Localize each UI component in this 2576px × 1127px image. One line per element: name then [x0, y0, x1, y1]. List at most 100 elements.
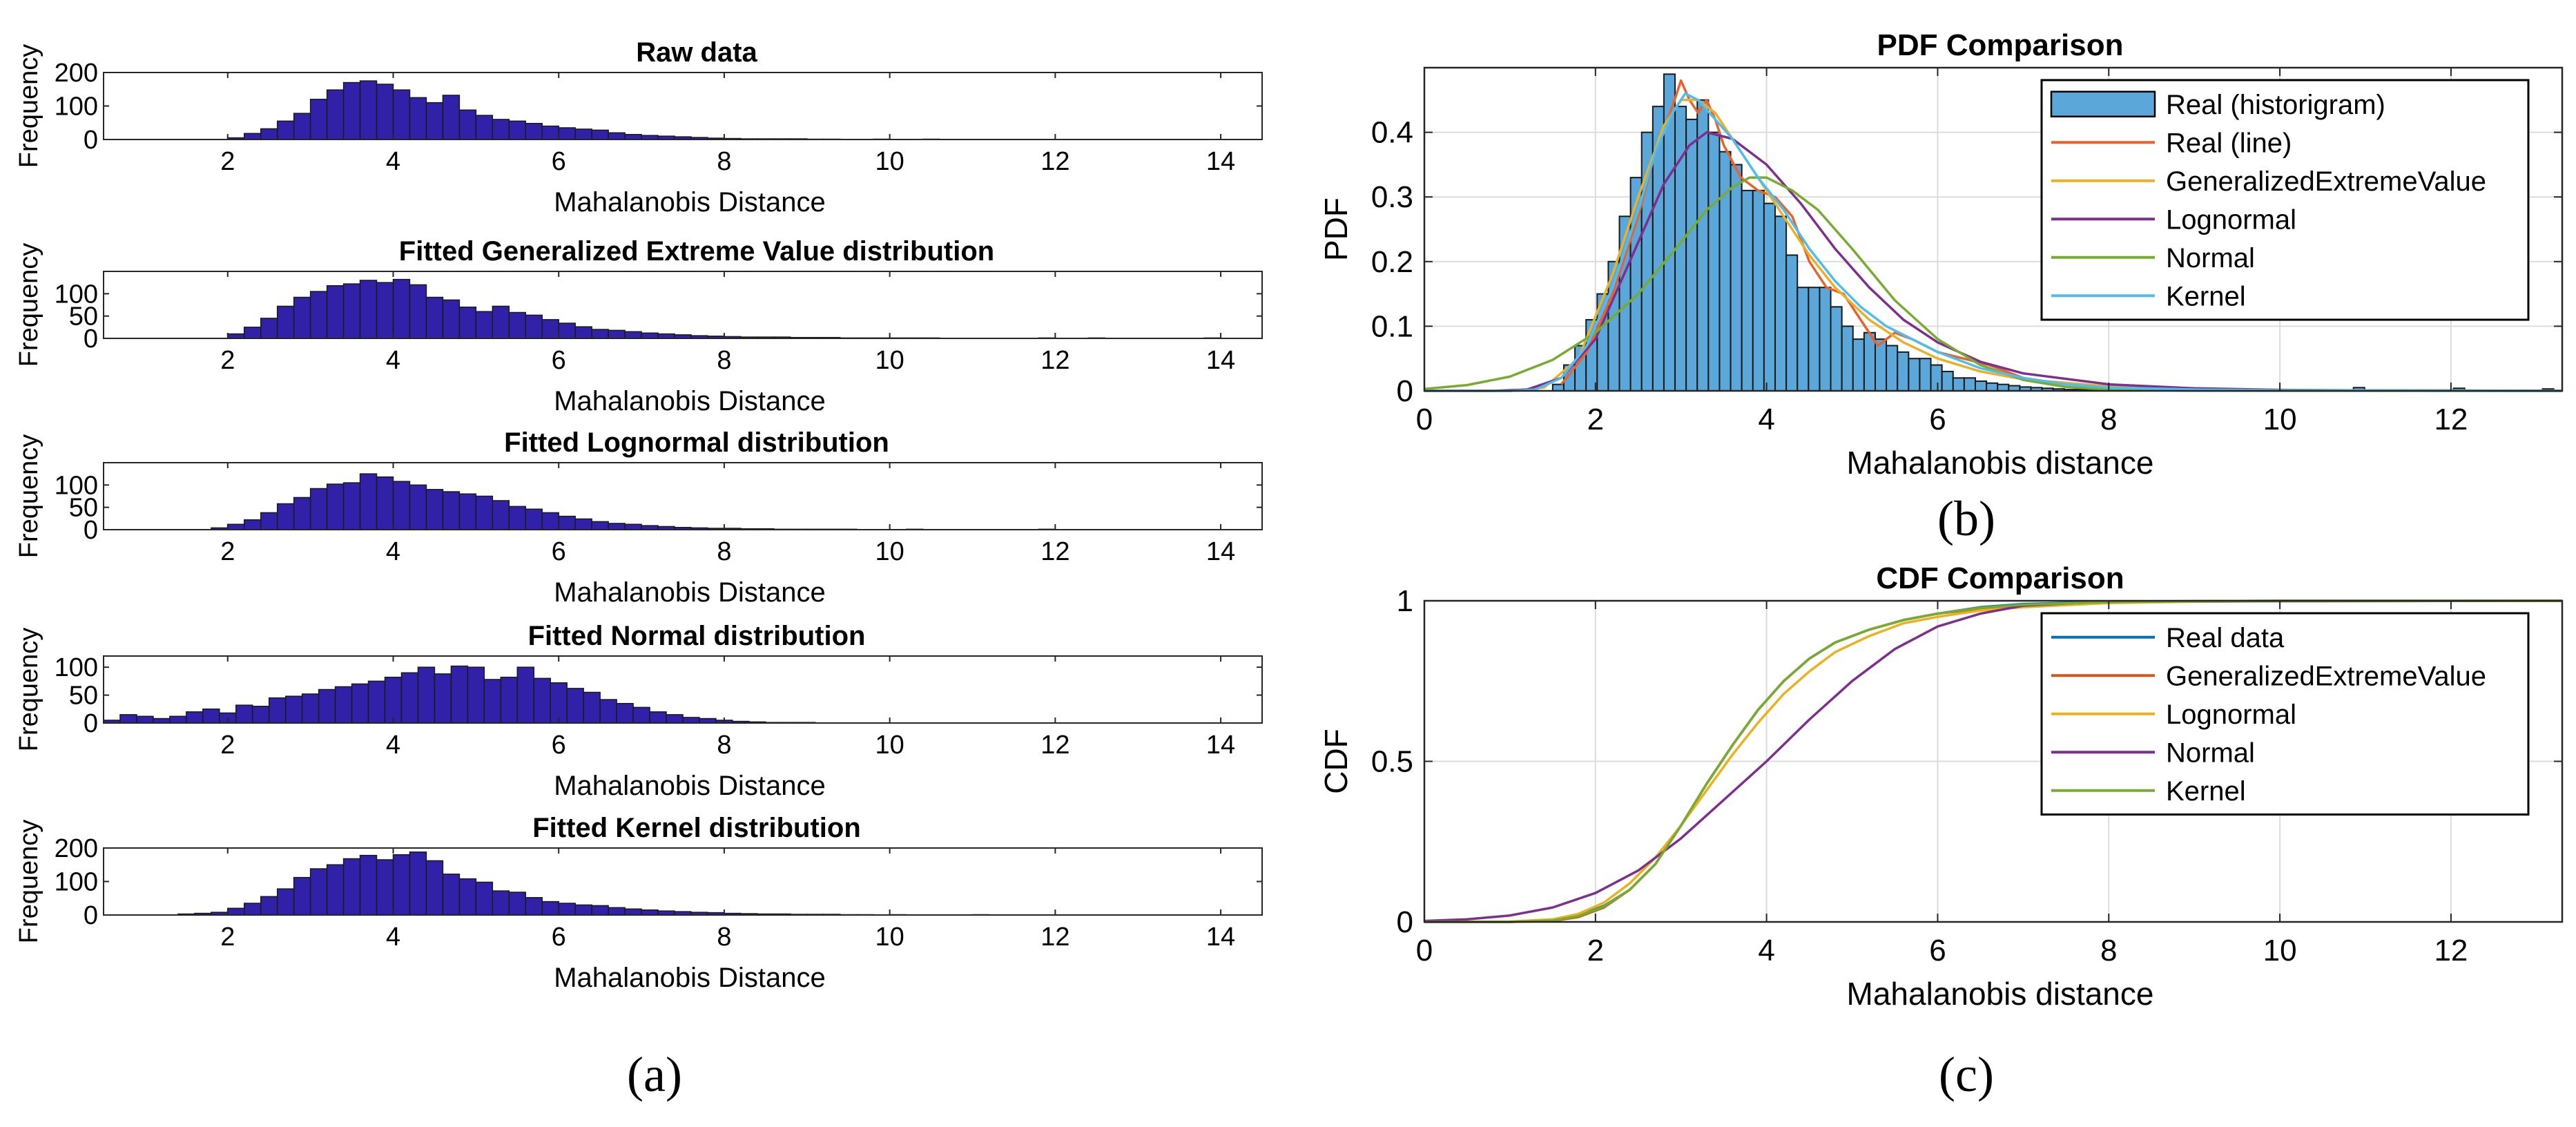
bar	[376, 476, 394, 530]
series-line-kernel	[1424, 599, 2562, 923]
bar	[682, 717, 700, 724]
bar	[525, 122, 543, 140]
bar	[641, 909, 659, 916]
bar	[624, 908, 642, 916]
bar	[591, 329, 609, 339]
bar	[260, 896, 278, 916]
bar	[475, 495, 494, 530]
y-tick-label: 0.1	[1371, 309, 1413, 343]
bar	[276, 120, 295, 140]
bar	[276, 888, 295, 916]
bar	[608, 329, 626, 339]
legend-label: Kernel	[2166, 776, 2246, 807]
bar	[309, 488, 328, 530]
bar	[367, 680, 386, 724]
x-tick-label: 4	[1758, 934, 1774, 967]
bar	[268, 697, 287, 724]
x-tick-label: 8	[2100, 934, 2117, 967]
y-axis-label: CDF	[1318, 729, 1354, 794]
bar	[309, 868, 328, 916]
x-axis-label: Mahalanobis Distance	[554, 187, 826, 218]
bar	[342, 858, 361, 916]
histogram-bar	[1741, 189, 1754, 392]
bar	[136, 715, 154, 724]
x-tick-label: 2	[1587, 934, 1604, 967]
y-tick-label: 0	[84, 325, 98, 354]
bar	[442, 874, 461, 916]
bar	[392, 278, 411, 339]
y-tick-label: 0.2	[1371, 245, 1413, 279]
y-tick-label: 200	[55, 59, 98, 88]
bar	[309, 291, 328, 339]
bar	[475, 881, 494, 916]
histogram-bar	[1718, 151, 1732, 392]
y-tick-label: 1	[1397, 584, 1413, 618]
bar	[425, 860, 444, 916]
bar	[417, 666, 436, 724]
caption-b: (b)	[1937, 491, 1995, 546]
x-tick-label: 10	[875, 731, 904, 760]
x-tick-label: 10	[875, 537, 904, 566]
bar	[541, 125, 559, 140]
x-tick-label: 6	[552, 537, 566, 566]
bar	[574, 518, 592, 530]
bar	[244, 133, 262, 140]
bar	[376, 282, 394, 339]
bar	[583, 691, 601, 724]
series-line-kernel	[1424, 92, 2563, 392]
legend-label: Real (line)	[2166, 128, 2292, 158]
bar	[376, 84, 394, 140]
bar-series	[227, 80, 940, 140]
y-tick-label: 0.4	[1371, 116, 1413, 150]
bar	[409, 851, 427, 916]
x-tick-label: 6	[1929, 403, 1946, 436]
y-tick-label: 50	[69, 302, 98, 331]
histogram-bar	[1963, 377, 1976, 392]
histogram-bar	[1919, 358, 1932, 392]
bar	[359, 280, 378, 339]
x-tick-label: 4	[386, 923, 400, 952]
histogram-bar	[1830, 306, 1843, 392]
x-tick-label: 6	[1929, 934, 1946, 967]
bar	[244, 519, 262, 530]
bar	[227, 907, 245, 916]
axes-box	[103, 271, 1263, 339]
series-line-lognormal	[1424, 131, 2563, 392]
bar	[251, 706, 270, 724]
x-tick-label: 10	[875, 147, 904, 176]
histogram-bar	[1763, 202, 1776, 392]
bar	[442, 95, 461, 140]
series-line-normal	[1424, 176, 2563, 392]
bar	[293, 876, 311, 916]
legend-label: Lognormal	[2166, 204, 2296, 235]
x-tick-label: 4	[1758, 403, 1774, 436]
bar	[326, 89, 345, 140]
bar	[558, 515, 576, 530]
x-tick-label: 8	[2100, 403, 2117, 436]
histogram-bar	[1551, 383, 1565, 392]
bar	[260, 318, 278, 339]
caption-c: (c)	[1939, 1047, 1994, 1102]
histogram-bar	[1841, 325, 1854, 392]
bar	[508, 892, 527, 916]
bar	[392, 89, 411, 140]
x-tick-label: 4	[386, 731, 400, 760]
histogram-bar	[1986, 382, 1999, 392]
x-axis-label: Mahalanobis distance	[1847, 445, 2154, 481]
y-tick-label: 100	[55, 280, 98, 309]
bar	[392, 481, 411, 530]
y-tick-label: 50	[69, 682, 98, 711]
bar	[624, 523, 642, 530]
bar	[342, 283, 361, 339]
x-tick-label: 8	[717, 537, 731, 566]
bar	[458, 306, 477, 339]
bar	[458, 878, 477, 916]
x-tick-label: 8	[717, 147, 731, 176]
bar	[525, 897, 543, 916]
panel-title: PDF Comparison	[1877, 28, 2124, 62]
bar	[359, 854, 378, 916]
x-tick-label: 14	[1206, 147, 1235, 176]
histogram-bar	[1941, 370, 1954, 392]
bar	[169, 715, 187, 724]
